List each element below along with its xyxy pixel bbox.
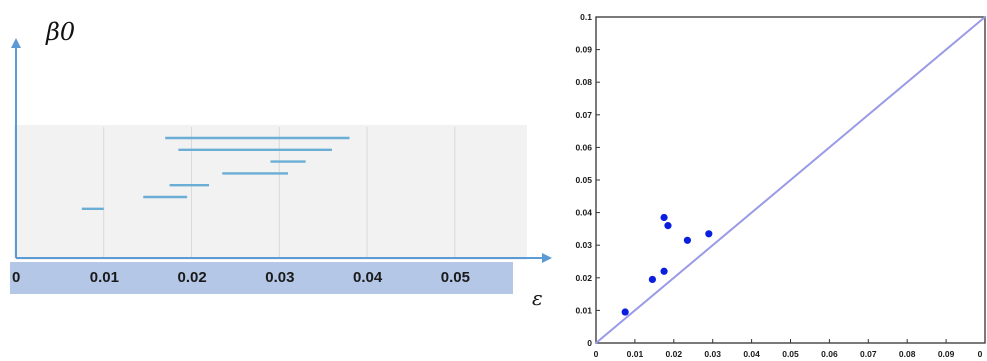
x-axis-symbol: ε [532, 286, 543, 310]
diagram-point [705, 230, 713, 238]
diagram-x-tick-label: 0.03 [704, 349, 721, 359]
diagram-point [660, 267, 668, 275]
diagram-y-tick-label: 0 [587, 338, 592, 348]
diagram-y-tick-label: 0.04 [575, 208, 592, 218]
diagram-y-tick-label: 0.01 [575, 305, 592, 315]
diagram-x-tick-label: 0.08 [899, 349, 916, 359]
diagram-x-tick-label: 0.02 [666, 349, 683, 359]
barcode-bars [81, 136, 350, 211]
barcode-tick-label: 0.05 [441, 269, 470, 286]
diagram-point [660, 213, 668, 222]
barcode-tick-label: 0.03 [265, 269, 294, 286]
diagram-x-tick-label: 0.09 [938, 349, 955, 359]
diagram-y-tick-label: 0.05 [575, 175, 592, 185]
y-axis-symbol: β0 [45, 18, 75, 46]
diagram-y-tick-label: 0.09 [575, 45, 592, 55]
diagram-y-tick-label: 0.07 [575, 110, 592, 120]
diagram-x-tick-label: 0.01 [627, 349, 644, 359]
diagram-point [664, 222, 672, 230]
diagram-point [621, 308, 629, 316]
persistence-diagram: 0 0.01 0.02 0.03 0.04 0.05 0.06 0.07 0.08 0.09 0.1… [575, 12, 986, 359]
diagram-y-tick-label: 0.1 [580, 12, 592, 22]
diagonal-line [595, 16, 986, 344]
diagram-x-tick-label: 0.06 [821, 349, 838, 359]
diagram-y-tick-label: 0.03 [575, 240, 592, 250]
diagram-x-tick-label: 0 [594, 349, 599, 359]
barcode-tick-label: 0 [12, 269, 20, 286]
barcode-axis-band [10, 262, 513, 294]
diagram-x-tick-label: 0 [978, 349, 983, 359]
barcode-panel [14, 125, 527, 260]
diagram-y-tick-label: 0.08 [575, 77, 592, 87]
diagram-point [683, 236, 692, 244]
barcode-tick-label: 0.02 [178, 269, 207, 286]
barcode-tick-labels: 0 0.01 0.02 0.03 0.04 0.05 [12, 269, 470, 286]
diagram-point [648, 275, 657, 284]
diagram-x-tick-label: 0.07 [860, 349, 877, 359]
barcode-tick-label: 0.01 [90, 269, 119, 286]
barcode-tick-label: 0.04 [353, 269, 383, 286]
diagram-x-tick-label: 0.04 [743, 349, 760, 359]
diagram-y-tick-label: 0.06 [575, 142, 592, 152]
diagram-points [621, 213, 713, 316]
barcode-chart: 0 0.01 0.02 0.03 0.04 0.05 β0 ε [10, 18, 552, 310]
diagram-x-tick-label: 0.05 [782, 349, 799, 359]
diagram-ticks: 0 0.01 0.02 0.03 0.04 0.05 0.06 0.07 0.08 0.09 0.1… [575, 12, 986, 359]
diagram-y-tick-label: 0.02 [575, 273, 592, 283]
